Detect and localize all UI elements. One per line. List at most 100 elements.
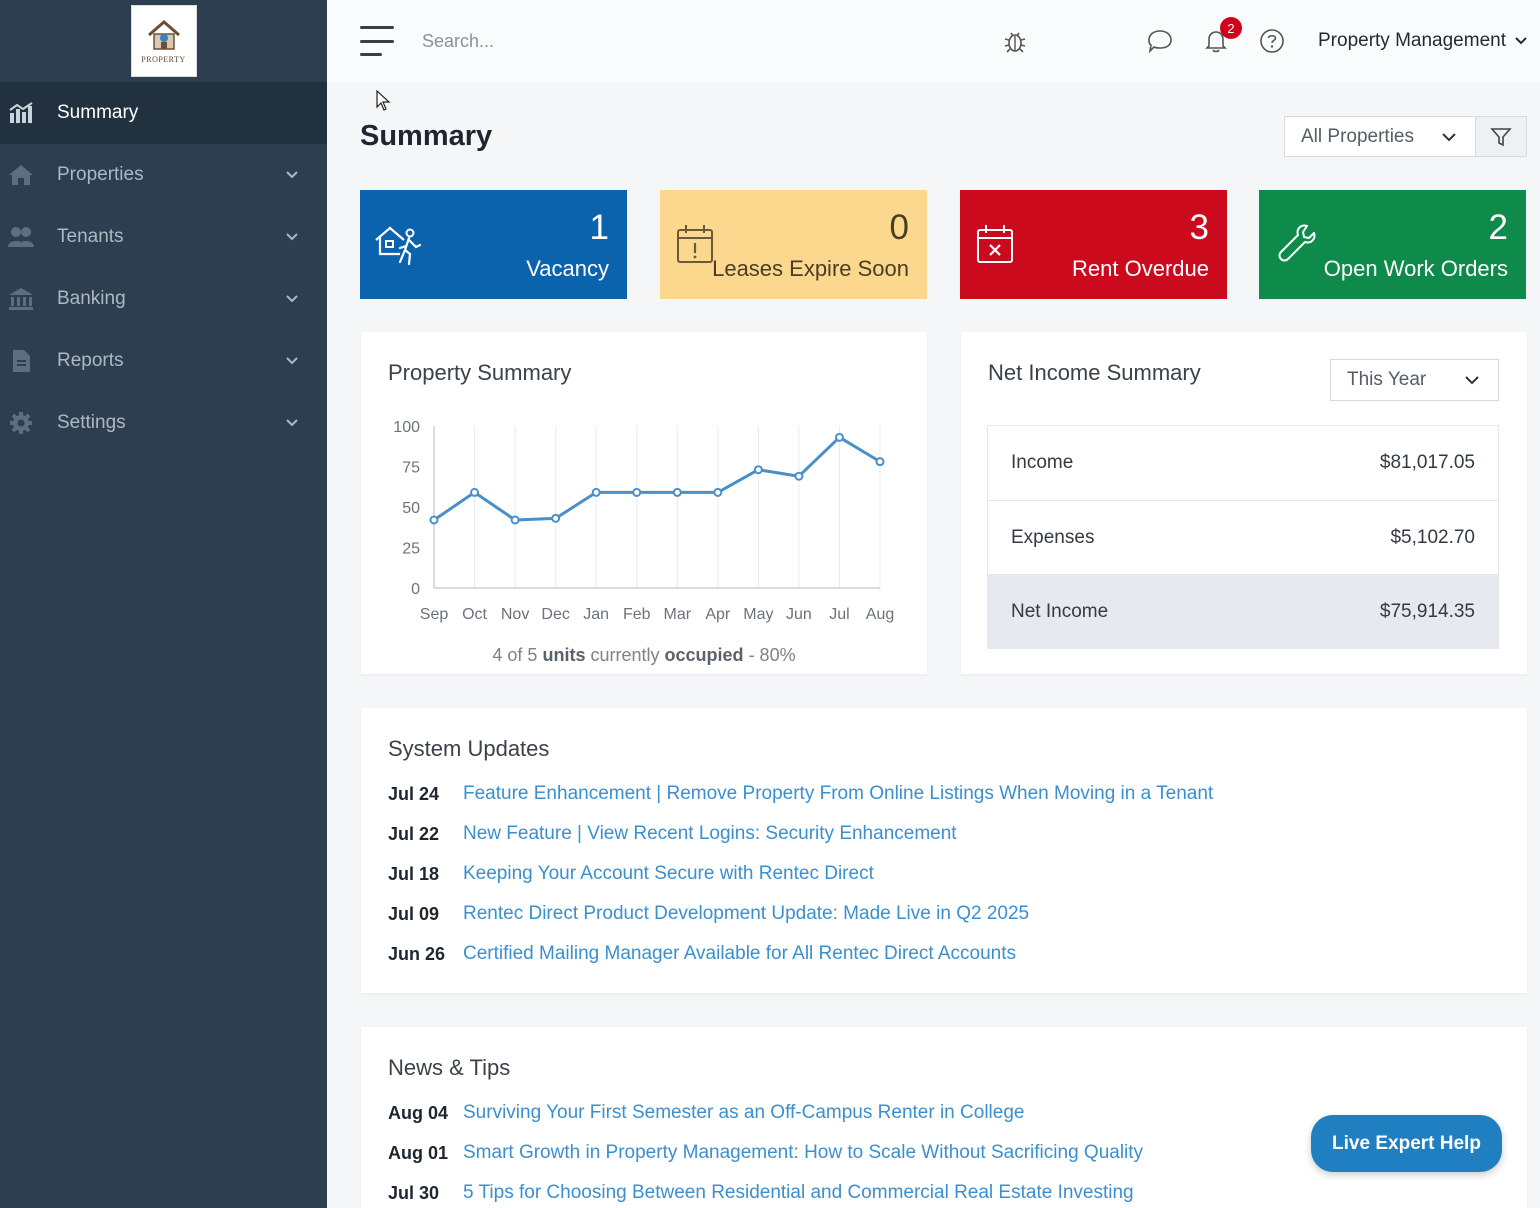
- sidebar-item-summary[interactable]: Summary: [0, 82, 327, 144]
- sidebar-item-label: Settings: [57, 412, 126, 433]
- mouse-cursor-icon: [376, 90, 391, 111]
- item-date: Aug 01: [388, 1142, 449, 1163]
- user-menu-label: Property Management: [1318, 30, 1506, 51]
- row-label: Income: [1011, 452, 1074, 473]
- chevron-down-icon: [286, 357, 298, 365]
- item-link[interactable]: Surviving Your First Semester as an Off-…: [463, 1102, 1025, 1123]
- stat-label: Open Work Orders: [1323, 256, 1508, 281]
- sidebar-item-banking[interactable]: Banking: [0, 268, 327, 330]
- x-tick-label: Jun: [786, 606, 812, 623]
- bug-report-icon[interactable]: [1000, 26, 1030, 56]
- list-item: Jul 18 Keeping Your Account Secure with R…: [388, 854, 1213, 894]
- y-tick-label: 75: [402, 460, 420, 477]
- chat-icon[interactable]: [1145, 26, 1175, 56]
- property-filter-value: All Properties: [1301, 125, 1414, 147]
- item-date: Jul 22: [388, 823, 440, 844]
- item-date: Jul 30: [388, 1182, 440, 1203]
- calendar-x-icon: [972, 220, 1024, 268]
- chevron-down-icon: [286, 295, 298, 303]
- item-link[interactable]: Feature Enhancement | Remove Property Fr…: [463, 783, 1214, 804]
- y-tick-label: 100: [393, 419, 420, 436]
- data-point: [591, 487, 601, 497]
- item-link[interactable]: Rentec Direct Product Development Update…: [463, 903, 1030, 924]
- sidebar-item-label: Summary: [57, 102, 139, 123]
- chevron-down-icon: [286, 419, 298, 427]
- stat-rent-overdue[interactable]: 3 Rent Overdue: [960, 190, 1227, 299]
- wrench-icon: [1271, 220, 1323, 268]
- x-tick-label: Jul: [829, 606, 849, 623]
- net-income-row: Net Income $75,914.35: [988, 574, 1498, 648]
- home-icon: [6, 162, 36, 188]
- x-tick-label: Sep: [420, 606, 449, 623]
- sidebar-item-reports[interactable]: Reports: [0, 330, 327, 392]
- company-logo[interactable]: PROPERTY: [130, 5, 197, 77]
- x-tick-label: Nov: [501, 606, 529, 623]
- x-tick-label: Aug: [866, 606, 894, 623]
- data-point: [834, 432, 844, 442]
- item-link[interactable]: 5 Tips for Choosing Between Residential …: [463, 1182, 1134, 1203]
- news-tips-card: News & Tips Aug 04 Surviving Your First S…: [361, 1027, 1527, 1208]
- property-filter-select[interactable]: All Properties: [1284, 116, 1476, 157]
- item-link[interactable]: Smart Growth in Property Management: How…: [463, 1142, 1144, 1163]
- gear-icon: [6, 410, 36, 436]
- chevron-down-icon: [1465, 376, 1479, 385]
- stat-value: 2: [1488, 208, 1508, 247]
- data-point: [753, 465, 763, 475]
- x-tick-label: Jan: [583, 606, 609, 623]
- period-select-value: This Year: [1347, 369, 1427, 390]
- item-date: Jun 26: [388, 943, 446, 964]
- chevron-down-icon: [286, 171, 298, 179]
- sidebar-item-settings[interactable]: Settings: [0, 392, 327, 454]
- x-tick-label: Oct: [462, 606, 487, 623]
- logo-text: PROPERTY: [141, 54, 186, 64]
- data-point: [510, 515, 520, 525]
- updates-list: Jul 24 Feature Enhancement | Remove Prope…: [388, 774, 1213, 974]
- house-logo-icon: [147, 19, 180, 50]
- card-title: Property Summary: [388, 360, 572, 385]
- notification-bell-icon[interactable]: 2: [1201, 17, 1242, 56]
- stat-label: Vacancy: [526, 256, 609, 281]
- period-select[interactable]: This Year: [1330, 359, 1499, 401]
- x-tick-label: Dec: [541, 606, 569, 623]
- sidebar-item-label: Tenants: [57, 226, 124, 247]
- sidebar-item-properties[interactable]: Properties: [0, 144, 327, 206]
- top-bar: 2 Property Management: [327, 0, 1540, 82]
- item-link[interactable]: Keeping Your Account Secure with Rentec …: [463, 863, 874, 884]
- live-expert-help-button[interactable]: Live Expert Help: [1311, 1115, 1502, 1172]
- stat-value: 0: [889, 208, 909, 247]
- data-point: [672, 487, 682, 497]
- row-value: $75,914.35: [1379, 600, 1475, 622]
- search-input[interactable]: [422, 30, 722, 52]
- stat-vacancy[interactable]: 1 Vacancy: [360, 190, 627, 299]
- data-point: [429, 515, 439, 525]
- occupancy-units-word: units: [542, 645, 586, 665]
- list-item: Jul 24 Feature Enhancement | Remove Prope…: [388, 774, 1213, 814]
- logo-area: PROPERTY: [0, 0, 327, 82]
- filter-button[interactable]: [1475, 116, 1527, 157]
- stat-leases-expire-soon[interactable]: 0 Leases Expire Soon: [660, 190, 927, 299]
- item-date: Jul 18: [388, 863, 440, 884]
- x-tick-label: Feb: [623, 606, 651, 623]
- users-icon: [6, 224, 36, 250]
- user-menu[interactable]: Property Management: [1318, 30, 1528, 52]
- card-title: System Updates: [388, 736, 550, 761]
- occupancy-count: 4 of 5: [492, 645, 538, 665]
- occupancy-occupied-word: occupied: [664, 645, 744, 665]
- stat-open-work-orders[interactable]: 2 Open Work Orders: [1259, 190, 1526, 299]
- data-point: [875, 457, 885, 467]
- list-item: Jul 22 New Feature | View Recent Logins: …: [388, 814, 1213, 854]
- menu-toggle-icon[interactable]: [360, 26, 394, 56]
- help-icon[interactable]: [1257, 26, 1287, 56]
- occupancy-summary: 4 of 5 units currently occupied - 80%: [361, 645, 927, 666]
- sidebar-item-tenants[interactable]: Tenants: [0, 206, 327, 268]
- chevron-down-icon: [1442, 132, 1456, 141]
- data-point: [470, 487, 480, 497]
- income-row: Income $81,017.05: [988, 426, 1498, 500]
- row-label: Expenses: [1011, 526, 1095, 548]
- list-item: Aug 04 Surviving Your First Semester as a…: [388, 1093, 1143, 1133]
- item-date: Jul 24: [388, 783, 440, 804]
- calendar-alert-icon: [672, 220, 724, 268]
- item-link[interactable]: Certified Mailing Manager Available for …: [463, 943, 1017, 964]
- item-link[interactable]: New Feature | View Recent Logins: Securi…: [463, 823, 957, 844]
- sidebar-item-label: Reports: [57, 350, 124, 371]
